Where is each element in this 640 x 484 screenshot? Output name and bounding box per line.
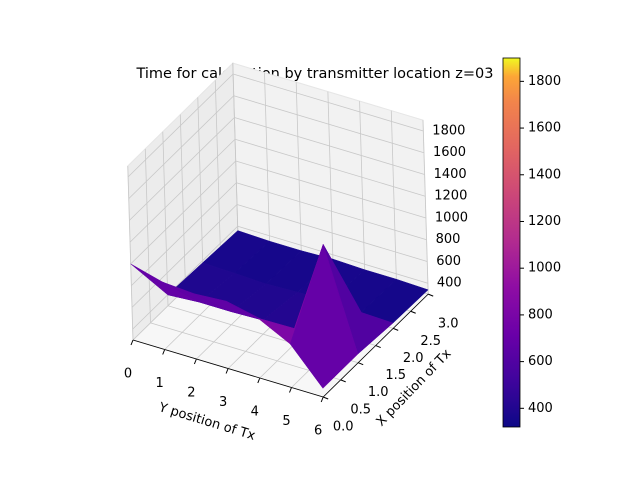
surface-patch: [289, 243, 359, 389]
colorbar: [502, 57, 521, 428]
grid-line: [197, 97, 204, 272]
grid-line: [264, 72, 271, 247]
axis-line: [322, 293, 429, 398]
x-tick: [358, 362, 364, 366]
z-tick-label: 400: [437, 276, 462, 291]
y-tick: [257, 377, 261, 384]
y-tick: [130, 339, 134, 346]
colorbar-tick-label: 1000: [528, 261, 561, 276]
grid-line: [359, 101, 366, 276]
x-tick-label: 0.5: [350, 402, 371, 417]
colorbar-tick-label: 600: [528, 354, 553, 369]
z-tick-label: 1400: [434, 167, 467, 182]
axis-line: [132, 339, 324, 398]
grid-line: [150, 322, 341, 381]
y-tick-label: 0: [124, 367, 132, 382]
colorbar-tick-label: 800: [528, 307, 553, 322]
grid-line: [144, 148, 151, 323]
grid-line: [127, 165, 134, 341]
grid-line: [390, 110, 397, 285]
grid-line: [162, 131, 169, 306]
z-tick-label: 1200: [434, 189, 467, 204]
y-tick-label: 2: [187, 386, 195, 401]
y-axis-label: Y position of Tx: [156, 400, 257, 444]
x-tick-label: 2.5: [420, 334, 441, 349]
grid-line: [327, 91, 334, 266]
grid-line: [214, 80, 221, 255]
colorbar-tick-label: 400: [528, 401, 553, 416]
y-tick-label: 5: [282, 414, 290, 429]
colorbar-tick-label: 1800: [528, 74, 561, 89]
x-tick-label: 3.0: [438, 317, 459, 332]
colorbar-tick-label: 1400: [528, 167, 561, 182]
y-tick: [225, 368, 229, 374]
y-tick-label: 6: [314, 424, 322, 439]
x-tick: [393, 327, 399, 331]
x-tick-label: 2.0: [403, 351, 424, 366]
chart-title: Time for calculation by transmitter loca…: [135, 66, 493, 82]
colorbar-tick-label: 1600: [528, 121, 561, 136]
y-tick: [193, 358, 197, 365]
y-tick-label: 3: [219, 395, 227, 410]
y-tick: [320, 396, 324, 403]
y-tick: [162, 349, 166, 355]
x-tick: [375, 345, 381, 349]
z-tick-label: 1600: [433, 145, 466, 160]
x-tick: [428, 293, 434, 297]
y-tick-label: 4: [251, 405, 259, 420]
z-tick-label: 800: [436, 232, 461, 247]
y-tick-label: 1: [156, 376, 164, 391]
grid-line: [179, 114, 186, 289]
x-tick-label: 1.5: [385, 368, 406, 383]
y-tick: [289, 387, 292, 393]
z-tick-label: 600: [436, 254, 461, 269]
colorbar-tick-label: 1200: [528, 214, 561, 229]
x-tick-label: 0.0: [333, 420, 354, 435]
z-tick-label: 1800: [432, 123, 465, 138]
x-tick: [323, 396, 329, 400]
grid-line: [232, 63, 239, 238]
grid-line: [295, 82, 302, 257]
x-tick-label: 1.0: [368, 385, 389, 400]
grid-line: [422, 120, 429, 295]
x-tick: [340, 379, 346, 383]
z-tick-label: 1000: [435, 210, 468, 225]
x-tick: [410, 310, 416, 314]
